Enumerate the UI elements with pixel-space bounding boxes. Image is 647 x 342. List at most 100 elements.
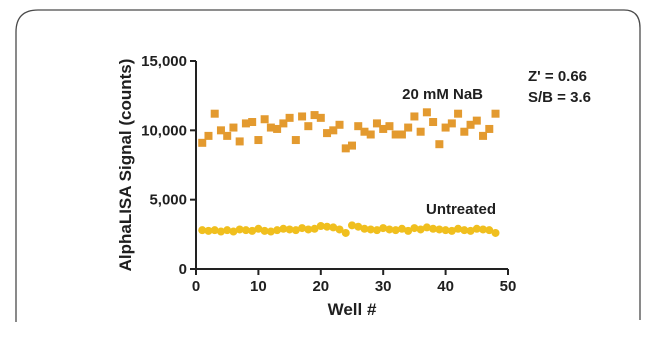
- data-point-untreated: [323, 222, 332, 231]
- data-point-nab: [198, 138, 207, 147]
- data-point-nab: [491, 109, 500, 118]
- data-point-untreated: [404, 226, 413, 235]
- data-point-untreated: [429, 224, 438, 233]
- data-point-nab: [397, 130, 406, 139]
- data-point-nab: [372, 119, 381, 128]
- data-point-untreated: [391, 226, 400, 235]
- data-point-untreated: [310, 224, 319, 233]
- data-point-untreated: [485, 226, 494, 235]
- data-point-nab: [341, 144, 350, 153]
- x-tick-label: 30: [375, 278, 392, 295]
- data-series: [198, 108, 500, 237]
- series-20-mm-nab: [198, 108, 500, 153]
- x-tick-label: 40: [437, 278, 454, 295]
- data-point-nab: [348, 141, 356, 150]
- data-point-nab: [204, 131, 213, 140]
- data-point-untreated: [416, 225, 425, 234]
- annotation-z-prime: Z' = 0.66: [528, 68, 587, 85]
- data-point-untreated: [441, 226, 450, 235]
- data-point-nab: [298, 112, 307, 121]
- figure-frame: [15, 9, 641, 322]
- y-axis-label: AlphaLISA Signal (counts): [116, 59, 135, 272]
- data-point-nab: [266, 123, 275, 132]
- data-point-nab: [329, 126, 338, 135]
- x-tick-label: 10: [250, 278, 267, 295]
- data-point-nab: [404, 123, 413, 132]
- x-tick-label: 20: [312, 278, 329, 295]
- data-point-untreated: [285, 225, 294, 234]
- data-point-nab: [385, 122, 394, 131]
- data-point-nab: [479, 131, 488, 140]
- data-point-nab: [460, 127, 469, 136]
- x-axis-ticks: 0 10 20 30 40 50: [192, 269, 517, 295]
- data-point-untreated: [348, 221, 356, 230]
- data-point-nab: [391, 130, 400, 139]
- data-point-nab: [241, 119, 250, 128]
- data-point-nab: [354, 122, 363, 131]
- data-point-untreated: [254, 224, 263, 233]
- data-point-nab: [422, 108, 431, 117]
- data-point-untreated: [354, 222, 363, 231]
- data-point-nab: [416, 127, 425, 136]
- y-tick-label: 5,000: [149, 192, 187, 209]
- data-point-untreated: [397, 224, 406, 233]
- data-point-untreated: [379, 224, 388, 233]
- data-point-nab: [410, 112, 419, 121]
- data-point-untreated: [341, 228, 350, 237]
- data-point-untreated: [248, 226, 257, 235]
- data-point-untreated: [360, 224, 369, 233]
- y-axis-ticks: 0 5,000 10,000 15,000: [141, 53, 196, 278]
- data-point-nab: [310, 111, 319, 120]
- data-point-nab: [379, 124, 388, 133]
- data-point-untreated: [210, 226, 219, 235]
- x-tick-label: 0: [192, 278, 200, 295]
- annotation-signal-background: S/B = 3.6: [528, 89, 591, 106]
- data-point-untreated: [204, 226, 213, 235]
- annotation-nab-series: 20 mM NaB: [402, 86, 483, 103]
- data-point-nab: [429, 118, 438, 127]
- annotation-untreated-series: Untreated: [426, 201, 496, 218]
- plot-axes: [195, 61, 508, 270]
- data-point-untreated: [479, 225, 488, 234]
- data-point-untreated: [279, 224, 288, 233]
- data-point-untreated: [472, 224, 481, 233]
- data-point-untreated: [223, 226, 232, 235]
- data-point-untreated: [316, 222, 325, 231]
- data-point-untreated: [385, 225, 394, 234]
- data-point-untreated: [235, 225, 244, 234]
- data-point-nab: [210, 109, 219, 118]
- data-point-untreated: [273, 226, 282, 235]
- data-point-untreated: [435, 225, 444, 234]
- series-untreated: [198, 221, 500, 237]
- data-point-nab: [304, 122, 313, 131]
- data-point-untreated: [198, 226, 207, 235]
- data-point-nab: [360, 127, 369, 136]
- data-point-nab: [273, 124, 282, 133]
- y-tick-label: 10,000: [141, 122, 187, 139]
- data-point-nab: [466, 120, 475, 129]
- data-point-nab: [279, 119, 288, 128]
- data-point-nab: [223, 131, 232, 140]
- data-point-nab: [366, 130, 375, 139]
- data-point-nab: [291, 136, 300, 145]
- data-point-nab: [254, 136, 263, 145]
- x-tick-label: 50: [500, 278, 517, 295]
- data-point-untreated: [335, 225, 344, 234]
- data-point-untreated: [454, 224, 463, 233]
- data-point-nab: [248, 118, 257, 127]
- data-point-nab: [316, 113, 325, 122]
- data-point-untreated: [491, 228, 500, 237]
- data-point-nab: [441, 123, 450, 132]
- data-point-nab: [235, 137, 244, 146]
- data-point-untreated: [410, 224, 419, 233]
- data-point-untreated: [291, 226, 300, 235]
- data-point-nab: [485, 124, 494, 133]
- data-point-untreated: [260, 226, 269, 235]
- y-tick-label: 0: [179, 261, 187, 278]
- data-point-untreated: [216, 227, 225, 236]
- data-point-untreated: [329, 223, 338, 232]
- data-point-nab: [323, 129, 332, 138]
- data-point-nab: [285, 113, 294, 122]
